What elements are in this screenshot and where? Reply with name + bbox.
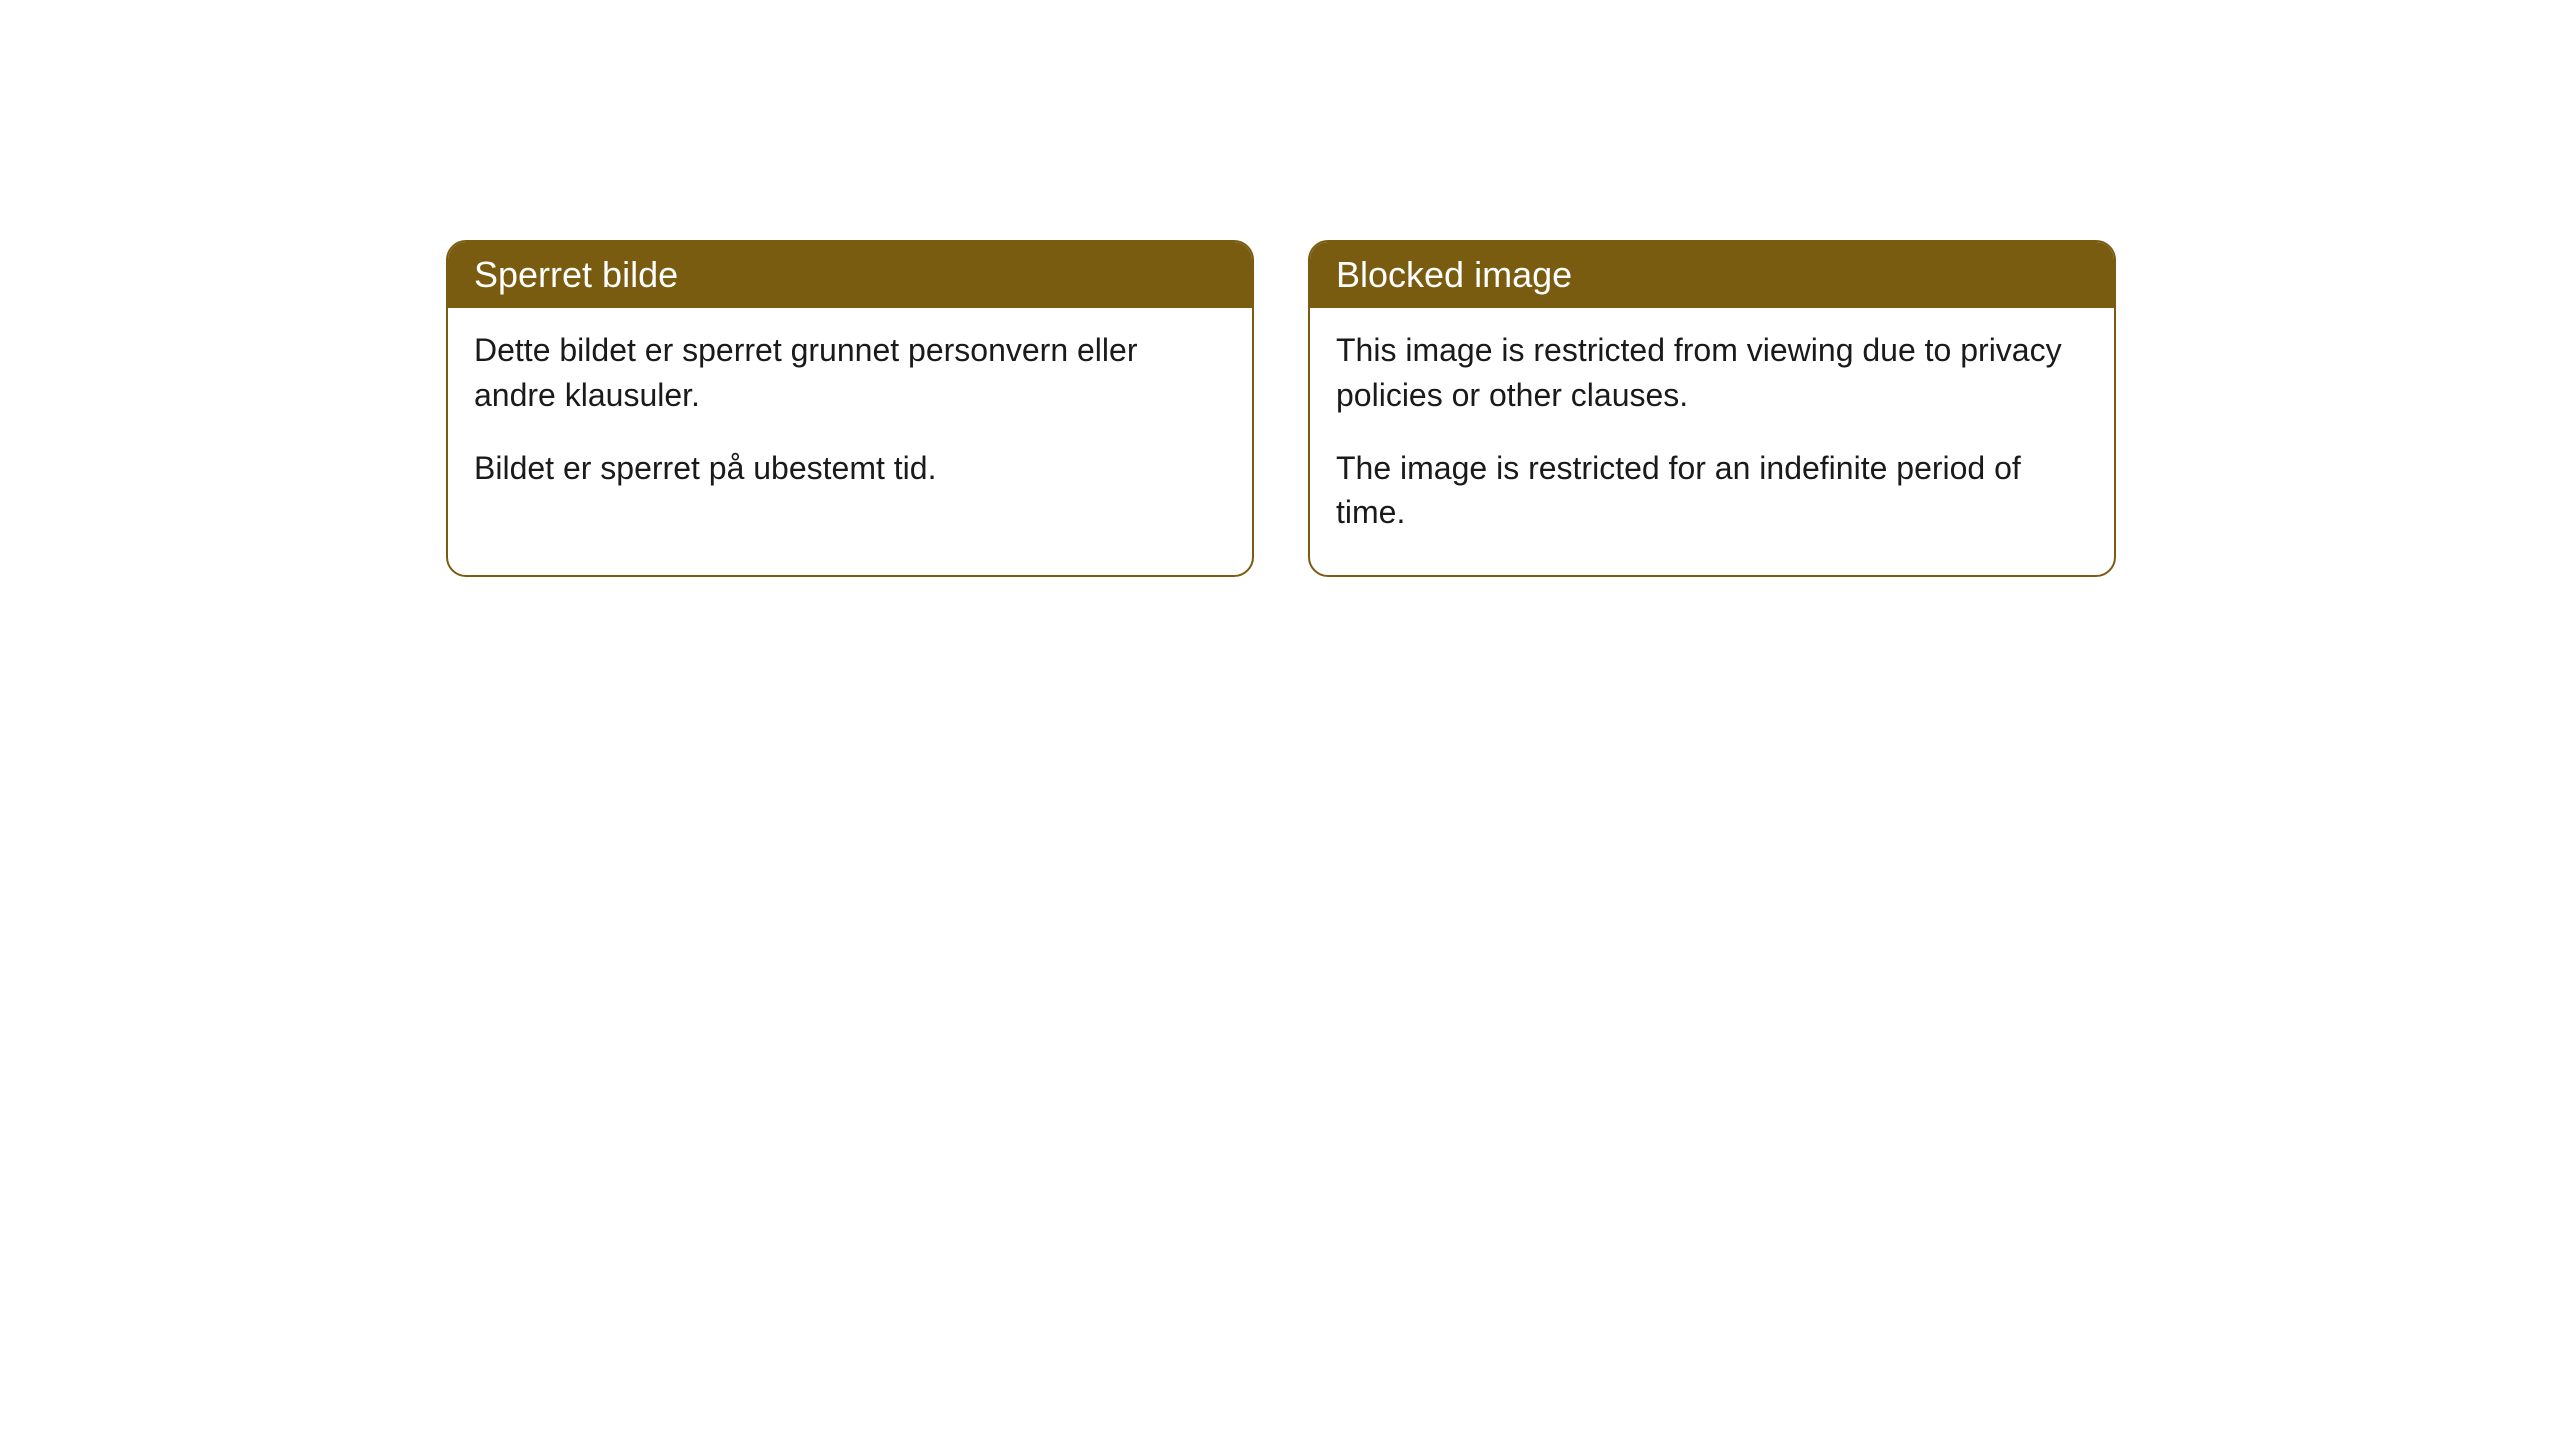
card-right-paragraph-1: This image is restricted from viewing du… [1336,328,2088,418]
card-left-paragraph-1: Dette bildet er sperret grunnet personve… [474,328,1226,418]
card-left-body: Dette bildet er sperret grunnet personve… [448,308,1252,530]
cards-container: Sperret bilde Dette bildet er sperret gr… [446,240,2116,577]
card-right-body: This image is restricted from viewing du… [1310,308,2114,575]
card-right-header: Blocked image [1310,242,2114,308]
card-right-paragraph-2: The image is restricted for an indefinit… [1336,446,2088,536]
card-left: Sperret bilde Dette bildet er sperret gr… [446,240,1254,577]
card-left-title: Sperret bilde [474,254,678,295]
card-left-paragraph-2: Bildet er sperret på ubestemt tid. [474,446,1226,491]
card-left-header: Sperret bilde [448,242,1252,308]
card-right-title: Blocked image [1336,254,1572,295]
card-right: Blocked image This image is restricted f… [1308,240,2116,577]
